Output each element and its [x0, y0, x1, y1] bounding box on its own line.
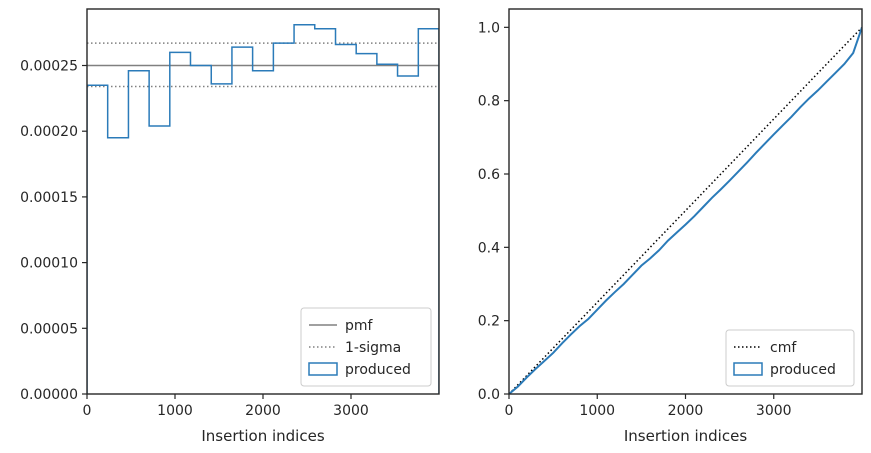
x-tick-label: 3000: [756, 403, 792, 419]
x-tick-label: 0: [83, 403, 92, 419]
axes-frame: [508, 8, 863, 395]
legend-label: produced: [345, 362, 411, 378]
legend-label: produced: [770, 362, 836, 378]
legend-label: pmf: [345, 318, 374, 334]
x-tick-label: 1000: [579, 403, 615, 419]
produced-histogram-step: [87, 24, 439, 394]
y-tick-label: 0.00020: [20, 124, 78, 140]
x-axis-title: Insertion indices: [624, 427, 747, 445]
legend: cmf produced: [725, 329, 855, 387]
x-tick-label: 2000: [245, 403, 281, 419]
cumulative-panel: 0 1000 2000 3000 0.0 0.2 0.4 0.6 0.8 1.0 Insertion…: [478, 8, 863, 445]
x-tick-label: 2000: [668, 403, 704, 419]
legend-swatch-produced: [733, 362, 763, 376]
y-tick-label: 0.00010: [20, 256, 78, 272]
produced-series-line: [509, 27, 862, 394]
legend-box: [300, 307, 432, 387]
y-tick-label: 0.00025: [20, 59, 78, 75]
y-tick-label: 0.00000: [20, 387, 78, 403]
y-tick-label: 0.8: [478, 94, 500, 110]
x-tick-label: 3000: [333, 403, 369, 419]
plot-area: [509, 26, 862, 394]
y-tick-label: 0.00005: [20, 321, 78, 337]
x-tick-label: 1000: [157, 403, 193, 419]
legend: pmf 1-sigma produced: [300, 307, 432, 387]
legend-label: 1-sigma: [345, 340, 401, 356]
legend-box: [725, 329, 855, 387]
y-tick-label: 0.00015: [20, 190, 78, 206]
x-tick-label: 0: [505, 403, 514, 419]
plot-area: [87, 24, 439, 394]
legend-label: cmf: [770, 340, 797, 356]
axes-frame: [86, 8, 440, 395]
histogram-panel: 0 1000 2000 3000 0.00000 0.00005 0.00010 0.0001…: [20, 8, 440, 445]
y-tick-label: 1.0: [478, 20, 500, 36]
legend-swatch-produced: [308, 362, 338, 376]
x-axis-title: Insertion indices: [201, 427, 324, 445]
y-tick-label: 0.2: [478, 314, 500, 330]
cmf-series-line: [509, 26, 862, 394]
y-tick-label: 0.6: [478, 167, 500, 183]
y-tick-label: 0.0: [478, 387, 500, 403]
y-tick-label: 0.4: [478, 240, 500, 256]
